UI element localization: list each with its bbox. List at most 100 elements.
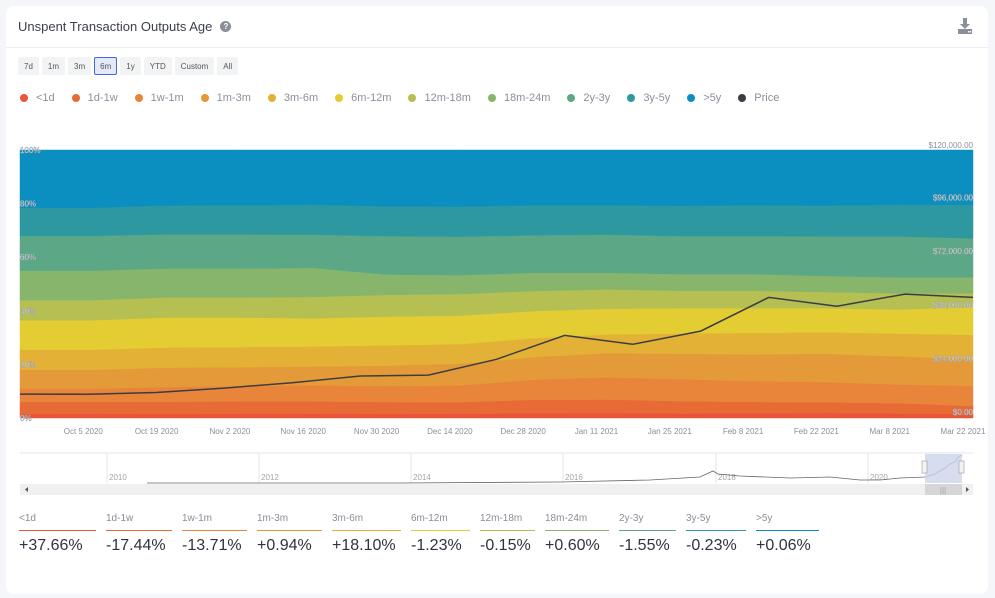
legend-item[interactable]: 1d-1w xyxy=(71,92,118,104)
legend-label: 1d-1w xyxy=(87,92,118,104)
y-left-tick-label: 20% xyxy=(20,360,36,369)
navigator-handle-left[interactable] xyxy=(921,460,928,474)
legend-dot-icon xyxy=(267,94,276,102)
range-button-all[interactable]: All xyxy=(217,57,239,75)
summary-item: 1m-3m +0.94% xyxy=(257,513,322,555)
summary-item: 3y-5y -0.23% xyxy=(686,513,746,555)
legend-label: 1m-3m xyxy=(216,92,251,104)
x-tick-label: Feb 22 2021 xyxy=(794,427,839,436)
legend-item[interactable]: <1d xyxy=(20,92,55,104)
x-tick-label: Dec 14 2020 xyxy=(427,427,473,436)
summary-value: +37.66% xyxy=(19,537,83,554)
x-tick-label: Oct 19 2020 xyxy=(135,427,179,436)
summary-item: 12m-18m -0.15% xyxy=(480,513,535,555)
legend-item[interactable]: 3m-6m xyxy=(267,92,318,104)
x-tick-label: Nov 30 2020 xyxy=(354,427,400,436)
range-button-7d[interactable]: 7d xyxy=(18,57,39,75)
legend-dot-icon xyxy=(408,94,417,102)
summary-label: 3y-5y xyxy=(686,513,746,531)
y-right-tick-label: $48,000.00 xyxy=(933,301,974,310)
range-button-1m[interactable]: 1m xyxy=(41,57,66,75)
legend-dot-icon xyxy=(335,94,344,102)
summary-value: -17.44% xyxy=(106,537,166,554)
navigator-handle-right[interactable] xyxy=(958,460,965,474)
legend-label: 6m-12m xyxy=(351,92,392,104)
navigator-year-label: 2016 xyxy=(565,473,583,482)
summary-label: 18m-24m xyxy=(545,513,609,531)
summary-value: -0.23% xyxy=(686,537,737,554)
scrollbar-grip-icon[interactable]: ||| xyxy=(940,486,946,495)
summary-item: >5y +0.06% xyxy=(756,513,819,555)
area-series-3y-5y xyxy=(19,204,974,239)
area-series-gt5y xyxy=(19,149,974,208)
legend-dot-icon xyxy=(487,94,496,102)
legend-label: <1d xyxy=(36,92,55,104)
change-summary: <1d +37.66% 1d-1w -17.44% 1w-1m -13.71% 1m-3m +… xyxy=(19,513,829,555)
range-button-6m[interactable]: 6m xyxy=(94,57,118,75)
y-left-tick-label: 100% xyxy=(20,146,40,155)
legend-label: 12m-18m xyxy=(424,92,471,104)
summary-value: +0.60% xyxy=(545,537,600,554)
price-line xyxy=(19,293,974,396)
navigator-year-label: 2012 xyxy=(261,473,279,482)
x-tick-label: Dec 28 2020 xyxy=(500,427,546,436)
scroll-right-arrow-icon[interactable] xyxy=(966,487,969,492)
legend-item[interactable]: 3y-5y xyxy=(627,92,670,104)
legend-label: Price xyxy=(754,92,780,104)
navigator-year-label: 2014 xyxy=(413,473,431,482)
navigator-year-label: 2018 xyxy=(718,473,736,482)
legend-item[interactable]: 2y-3y xyxy=(567,92,610,104)
legend-label: 2y-3y xyxy=(583,92,611,104)
legend-item[interactable]: Price xyxy=(738,92,779,104)
legend-item[interactable]: 1w-1m xyxy=(134,92,184,104)
y-left-tick-label: 40% xyxy=(20,307,36,316)
scrollbar-thumb[interactable] xyxy=(925,484,962,495)
legend-dot-icon xyxy=(627,94,636,102)
legend-dot-icon xyxy=(200,94,209,102)
question-circle-icon[interactable]: ? xyxy=(220,21,232,32)
x-tick-label: Mar 8 2021 xyxy=(869,427,910,436)
legend-label: 3y-5y xyxy=(643,92,671,104)
range-button-ytd[interactable]: YTD xyxy=(143,57,172,75)
summary-value: -1.23% xyxy=(411,537,462,554)
legend-label: 18m-24m xyxy=(503,92,551,104)
legend-dot-icon xyxy=(738,94,747,102)
y-right-tick-label: $120,000.00 xyxy=(929,141,974,150)
page-title: Unspent Transaction Outputs Age xyxy=(18,19,213,34)
legend-item[interactable]: 1m-3m xyxy=(200,92,251,104)
range-button-3m[interactable]: 3m xyxy=(68,57,92,75)
navigator-selection-mask[interactable] xyxy=(925,454,962,483)
x-tick-label: Oct 5 2020 xyxy=(64,427,104,436)
x-tick-label: Mar 22 2021 xyxy=(941,427,986,436)
legend-item[interactable]: >5y xyxy=(687,92,721,104)
summary-label: 1w-1m xyxy=(182,513,247,531)
legend-dot-icon xyxy=(134,94,143,102)
summary-value: +0.06% xyxy=(756,537,811,554)
summary-label: 2y-3y xyxy=(619,513,676,531)
y-right-tick-label: $72,000.00 xyxy=(933,247,974,256)
navigator-year-label: 2010 xyxy=(109,473,127,482)
card-header: Unspent Transaction Outputs Age ? xyxy=(6,6,988,48)
summary-label: 12m-18m xyxy=(480,513,535,531)
legend-item[interactable]: 12m-18m xyxy=(408,92,471,104)
summary-item: 3m-6m +18.10% xyxy=(332,513,401,555)
legend-item[interactable]: 18m-24m xyxy=(487,92,551,104)
scrollbar-track[interactable] xyxy=(20,484,973,495)
x-tick-label: Jan 25 2021 xyxy=(648,427,693,436)
range-button-custom[interactable]: Custom xyxy=(174,57,215,75)
legend-item[interactable]: 6m-12m xyxy=(335,92,391,104)
summary-item: 2y-3y -1.55% xyxy=(619,513,676,555)
summary-value: +0.94% xyxy=(257,537,312,554)
stacked-area-chart: 0% 20% 40% 60% 80% 100% $0.00 $24,000.00 $48,000… xyxy=(19,141,986,495)
summary-item: <1d +37.66% xyxy=(19,513,96,555)
scroll-left-arrow-icon[interactable] xyxy=(25,487,28,492)
summary-value: -0.15% xyxy=(480,537,531,554)
y-left-tick-label: 60% xyxy=(20,253,36,262)
summary-item: 1w-1m -13.71% xyxy=(182,513,247,555)
download-icon[interactable] xyxy=(958,18,972,34)
summary-value: +18.10% xyxy=(332,537,396,554)
y-left-tick-label: 80% xyxy=(20,200,36,209)
range-button-1y[interactable]: 1y xyxy=(120,57,141,75)
range-selector: 7d 1m 3m 6m 1y YTD Custom All xyxy=(18,57,239,75)
legend-dot-icon xyxy=(20,94,28,102)
